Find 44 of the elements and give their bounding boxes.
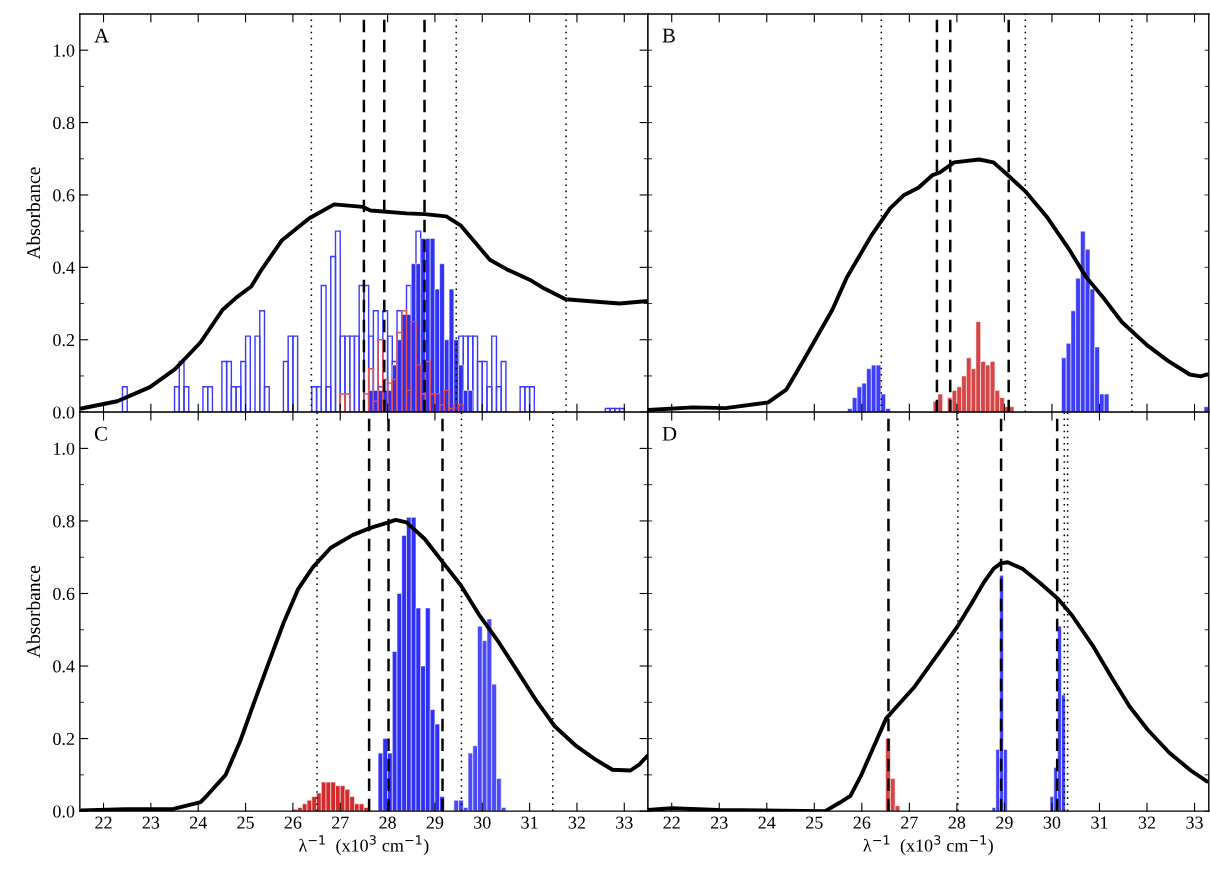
text: D: [662, 426, 677, 441]
y-tick-label: 0.6: [53, 587, 75, 601]
x-tick-label: 26: [284, 816, 302, 829]
x-tick-label: 30: [474, 816, 491, 829]
y-tick-label: 0.6: [53, 189, 75, 202]
x-tick-label: 31: [1091, 816, 1108, 829]
x-tick-label: 32: [1138, 816, 1156, 829]
y-tick-label: 0.8: [53, 116, 75, 130]
x-tick-label: 33: [616, 816, 633, 829]
x-tick-label: 29: [426, 816, 444, 829]
x-tick-label: 25: [806, 816, 823, 829]
x-tick-label: 22: [95, 816, 112, 829]
y-axis-title: Absorbance: [26, 565, 41, 658]
x-tick-label: 32: [568, 816, 585, 829]
y-axis-title: Absorbance: [26, 167, 41, 260]
x-tick-label: 26: [853, 816, 871, 829]
x-tick-label: 27: [901, 816, 918, 829]
y-tick-label: 0.0: [53, 406, 75, 419]
x-tick-label: 24: [758, 816, 776, 829]
y-tick-label: 0.2: [53, 732, 74, 746]
text: C: [94, 426, 107, 441]
text: A: [94, 28, 109, 43]
x-axis-title: λ$^{−1}$ (x10$^{3}$ cm$^{−1}$): [298, 835, 429, 856]
text: B: [662, 28, 675, 43]
x-tick-label: 27: [332, 816, 349, 829]
y-tick-label: 0.4: [53, 261, 75, 274]
y-tick-label: 0.8: [53, 515, 75, 528]
y-tick-label: 0.2: [53, 334, 74, 347]
x-tick-label: 24: [189, 816, 207, 829]
x-tick-label: 28: [948, 816, 966, 829]
x-tick-label: 28: [379, 816, 396, 829]
y-tick-label: 0.0: [53, 805, 75, 818]
x-tick-label: 23: [142, 816, 160, 829]
x-tick-label: 33: [1186, 816, 1203, 829]
x-tick-label: 22: [663, 816, 680, 829]
x-axis-title: λ$^{−1}$ (x10$^{3}$ cm$^{−1}$): [863, 835, 993, 856]
y-tick-label: 0.4: [53, 660, 75, 673]
x-tick-label: 25: [237, 816, 254, 829]
x-tick-label: 29: [996, 816, 1013, 829]
x-tick-label: 23: [711, 816, 728, 829]
x-tick-label: 31: [521, 816, 538, 829]
y-tick-label: 1.0: [54, 442, 75, 455]
y-tick-label: 1.0: [54, 44, 75, 57]
x-tick-label: 30: [1043, 816, 1061, 829]
